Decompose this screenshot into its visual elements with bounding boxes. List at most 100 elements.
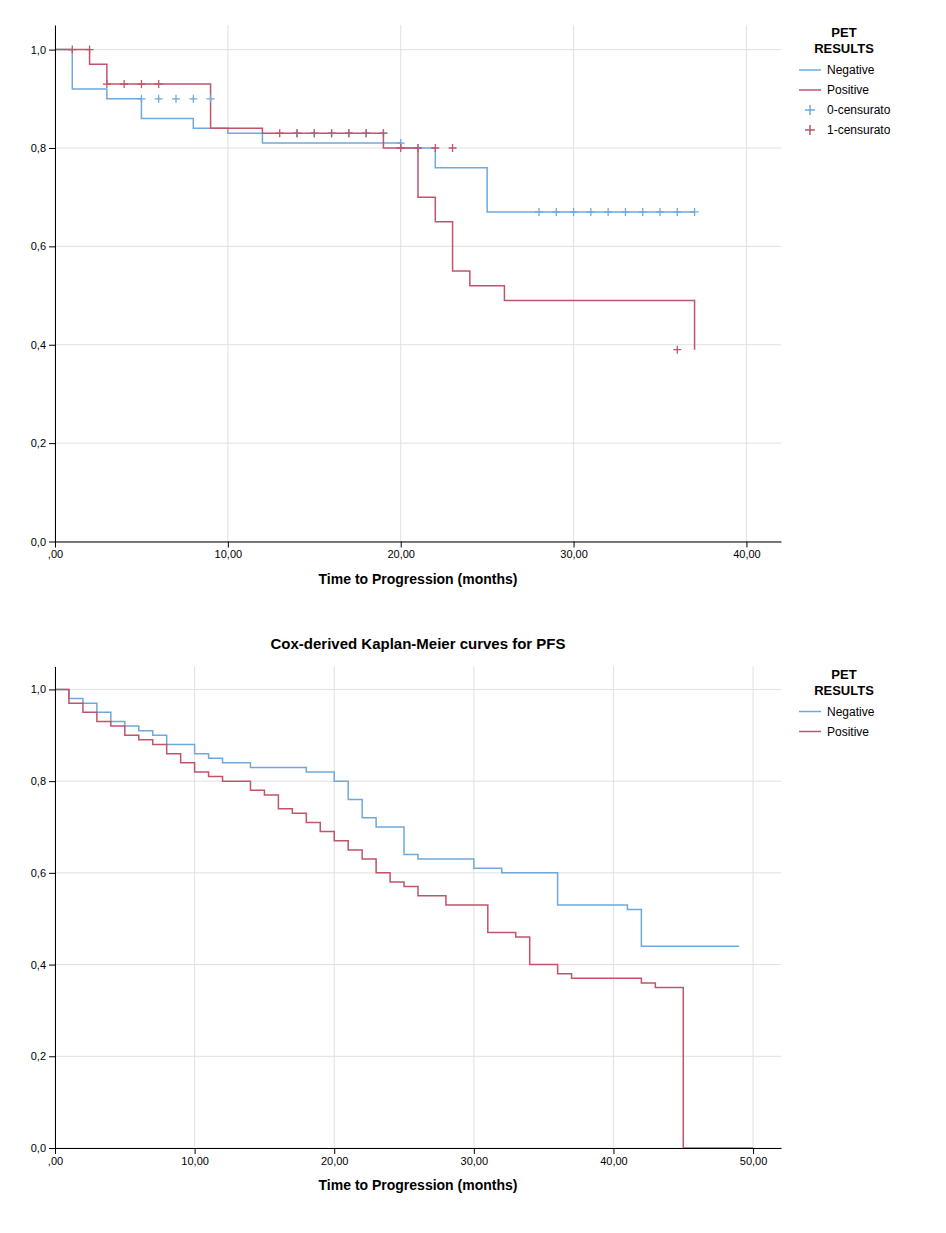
x-tick-mark [55, 542, 56, 548]
y-tick-mark [49, 689, 55, 690]
legend-swatch [805, 105, 815, 115]
grid-line-y [55, 781, 781, 782]
censor-mark [328, 129, 336, 137]
y-tick-label: 0,4 [31, 959, 46, 971]
censor-mark [137, 80, 145, 88]
censor-mark [68, 46, 76, 54]
chart-title: Cox-derived Kaplan-Meier curves for PFS [270, 635, 565, 652]
grid-line-y [55, 344, 781, 345]
x-axis: ,0010,0020,0030,0040,00 [48, 542, 782, 561]
legend-label: 1-censurato [827, 123, 891, 137]
grid-line-y [55, 689, 781, 690]
y-tick-mark [49, 1056, 55, 1057]
x-tick: 20,00 [321, 1148, 349, 1167]
y-tick-label: 0,6 [31, 867, 46, 879]
survival-line [55, 50, 695, 350]
x-tick-label: 20,00 [387, 548, 415, 560]
censor-mark [570, 208, 578, 216]
y-tick-label: 1,0 [31, 44, 46, 56]
grid-line-x [194, 667, 195, 1149]
legend-entry: Positive [799, 83, 869, 97]
x-tick-label: 40,00 [600, 1155, 628, 1167]
x-tick: 10,00 [181, 1148, 209, 1167]
y-tick-label: 0,2 [31, 437, 46, 449]
censor-mark [172, 95, 180, 103]
censor-mark [449, 144, 457, 152]
censor-mark [362, 129, 370, 137]
grid-line-y [55, 1056, 781, 1057]
grid-line-y [55, 541, 781, 542]
x-tick-label: 20,00 [321, 1155, 349, 1167]
y-tick: 1,0 [31, 683, 55, 695]
legend-swatch [805, 125, 815, 135]
x-tick-mark [195, 1148, 196, 1154]
y-tick-mark [49, 246, 55, 247]
x-tick-mark [613, 1148, 614, 1154]
y-tick-mark [49, 965, 55, 966]
y-axis: 0,00,20,40,60,81,0 [31, 667, 56, 1154]
grid [55, 667, 781, 1149]
y-tick-mark [49, 873, 55, 874]
grid-line-x [573, 25, 574, 542]
legend-swatch [799, 89, 821, 91]
censor-mark [293, 129, 301, 137]
censor-mark [207, 95, 215, 103]
x-tick-label: 10,00 [215, 548, 243, 560]
y-tick: 0,0 [31, 536, 55, 548]
censor-mark [345, 129, 353, 137]
grid-line-y [55, 872, 781, 873]
grid-line-x [227, 25, 228, 542]
x-axis-line [56, 542, 782, 543]
legend-label: Positive [827, 83, 869, 97]
x-tick: 30,00 [461, 1148, 489, 1167]
x-tick-label: 30,00 [461, 1155, 489, 1167]
censor-mark [86, 46, 94, 54]
censor-mark [414, 144, 422, 152]
x-axis: ,00 10,00 20,00 30,00 40,00 50,00 [48, 1148, 782, 1167]
legend-entry: Positive [799, 725, 869, 739]
censor-mark [310, 129, 318, 137]
y-axis-line [55, 26, 56, 543]
x-tick-label: 10,00 [181, 1155, 209, 1167]
x-tick: 20,00 [387, 542, 415, 561]
x-tick-label: 50,00 [740, 1155, 768, 1167]
censor-mark [155, 80, 163, 88]
censor-mark [552, 208, 560, 216]
x-tick-label: ,00 [48, 548, 63, 560]
x-axis-title: Time to Progression (months) [319, 571, 518, 587]
y-tick-label: 0,8 [31, 775, 46, 787]
y-tick-mark [49, 1148, 55, 1149]
censor-mark [397, 144, 405, 152]
censor-mark [362, 129, 370, 137]
censor-mark [587, 208, 595, 216]
y-tick: 0,6 [31, 240, 55, 252]
y-tick-mark [49, 345, 55, 346]
grid-line-y [55, 964, 781, 965]
plot-area [55, 689, 753, 1148]
x-tick: ,00 [48, 1148, 63, 1167]
y-tick: 1,0 [31, 44, 55, 56]
censor-marks [137, 95, 698, 216]
panel: ,0010,0020,0030,0040,0050,000,00,20,40,6… [31, 635, 875, 1194]
y-tick-label: 0,6 [31, 240, 46, 252]
x-tick-mark [753, 1148, 754, 1154]
censor-mark [673, 208, 681, 216]
y-tick: 0,8 [31, 142, 55, 154]
legend-swatch [799, 731, 821, 733]
grid-line-x [55, 25, 56, 542]
y-tick: 0,6 [31, 867, 55, 879]
x-tick-mark [474, 1148, 475, 1154]
censor-mark [137, 95, 145, 103]
survival-line [55, 689, 753, 1148]
y-tick-label: 0,0 [31, 1142, 46, 1154]
x-axis-title: Time to Progression (months) [319, 1177, 518, 1193]
legend-entry: Negative [799, 63, 875, 77]
censor-mark [604, 208, 612, 216]
panel: ,0010,0020,0030,0040,000,00,20,40,60,81,… [31, 25, 891, 587]
censor-mark [431, 144, 439, 152]
plot-area [55, 46, 699, 354]
y-tick-label: 1,0 [31, 683, 46, 695]
grid-line-x [334, 667, 335, 1149]
grid-line-y [55, 1148, 781, 1149]
survival-line [55, 50, 695, 212]
